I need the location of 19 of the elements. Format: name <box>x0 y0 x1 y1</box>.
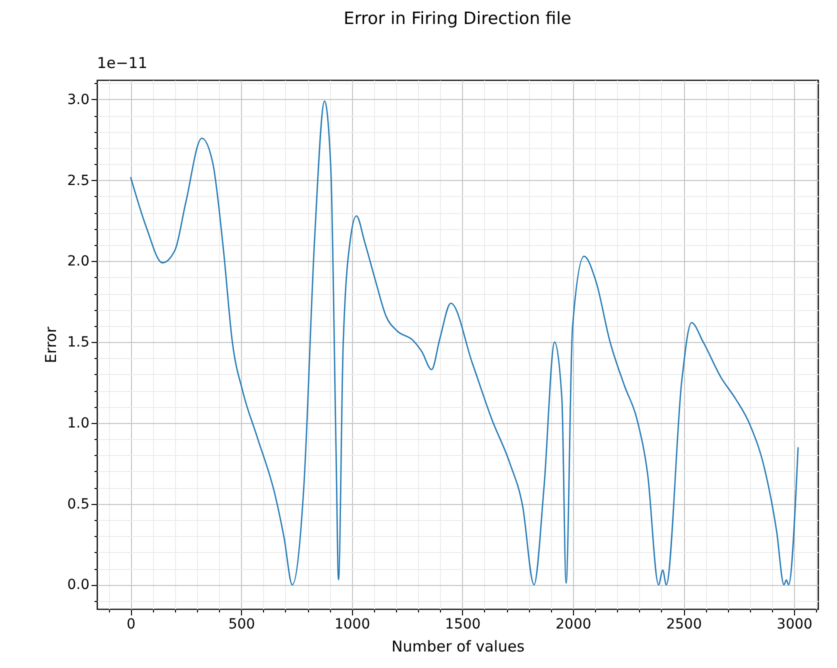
y-tick-label: 3.0 <box>67 92 90 108</box>
x-tick-label: 3000 <box>776 616 812 632</box>
text: 1e−11 <box>97 54 148 72</box>
y-tick-label: 0.5 <box>67 496 90 512</box>
y-tick-label: 1.5 <box>67 334 90 351</box>
y-tick-label: 0.0 <box>67 577 90 594</box>
x-tick-label: 2500 <box>666 616 702 632</box>
chart-title: Error in Firing Direction file <box>344 9 572 30</box>
x-tick-label: 1000 <box>334 616 370 632</box>
line-series <box>130 100 799 586</box>
x-axis-title: Number of values <box>391 638 525 656</box>
x-tick-label: 2000 <box>556 616 592 632</box>
y-tick-label: 2.0 <box>67 254 90 270</box>
x-tick-label: 500 <box>228 616 256 632</box>
x-tick-label: 1500 <box>445 616 481 632</box>
y-tick-label: 1.0 <box>67 415 90 432</box>
x-tick-label: 0 <box>126 616 136 632</box>
y-tick-label: 2.5 <box>67 172 90 189</box>
y-axis-title: Error <box>42 326 60 364</box>
